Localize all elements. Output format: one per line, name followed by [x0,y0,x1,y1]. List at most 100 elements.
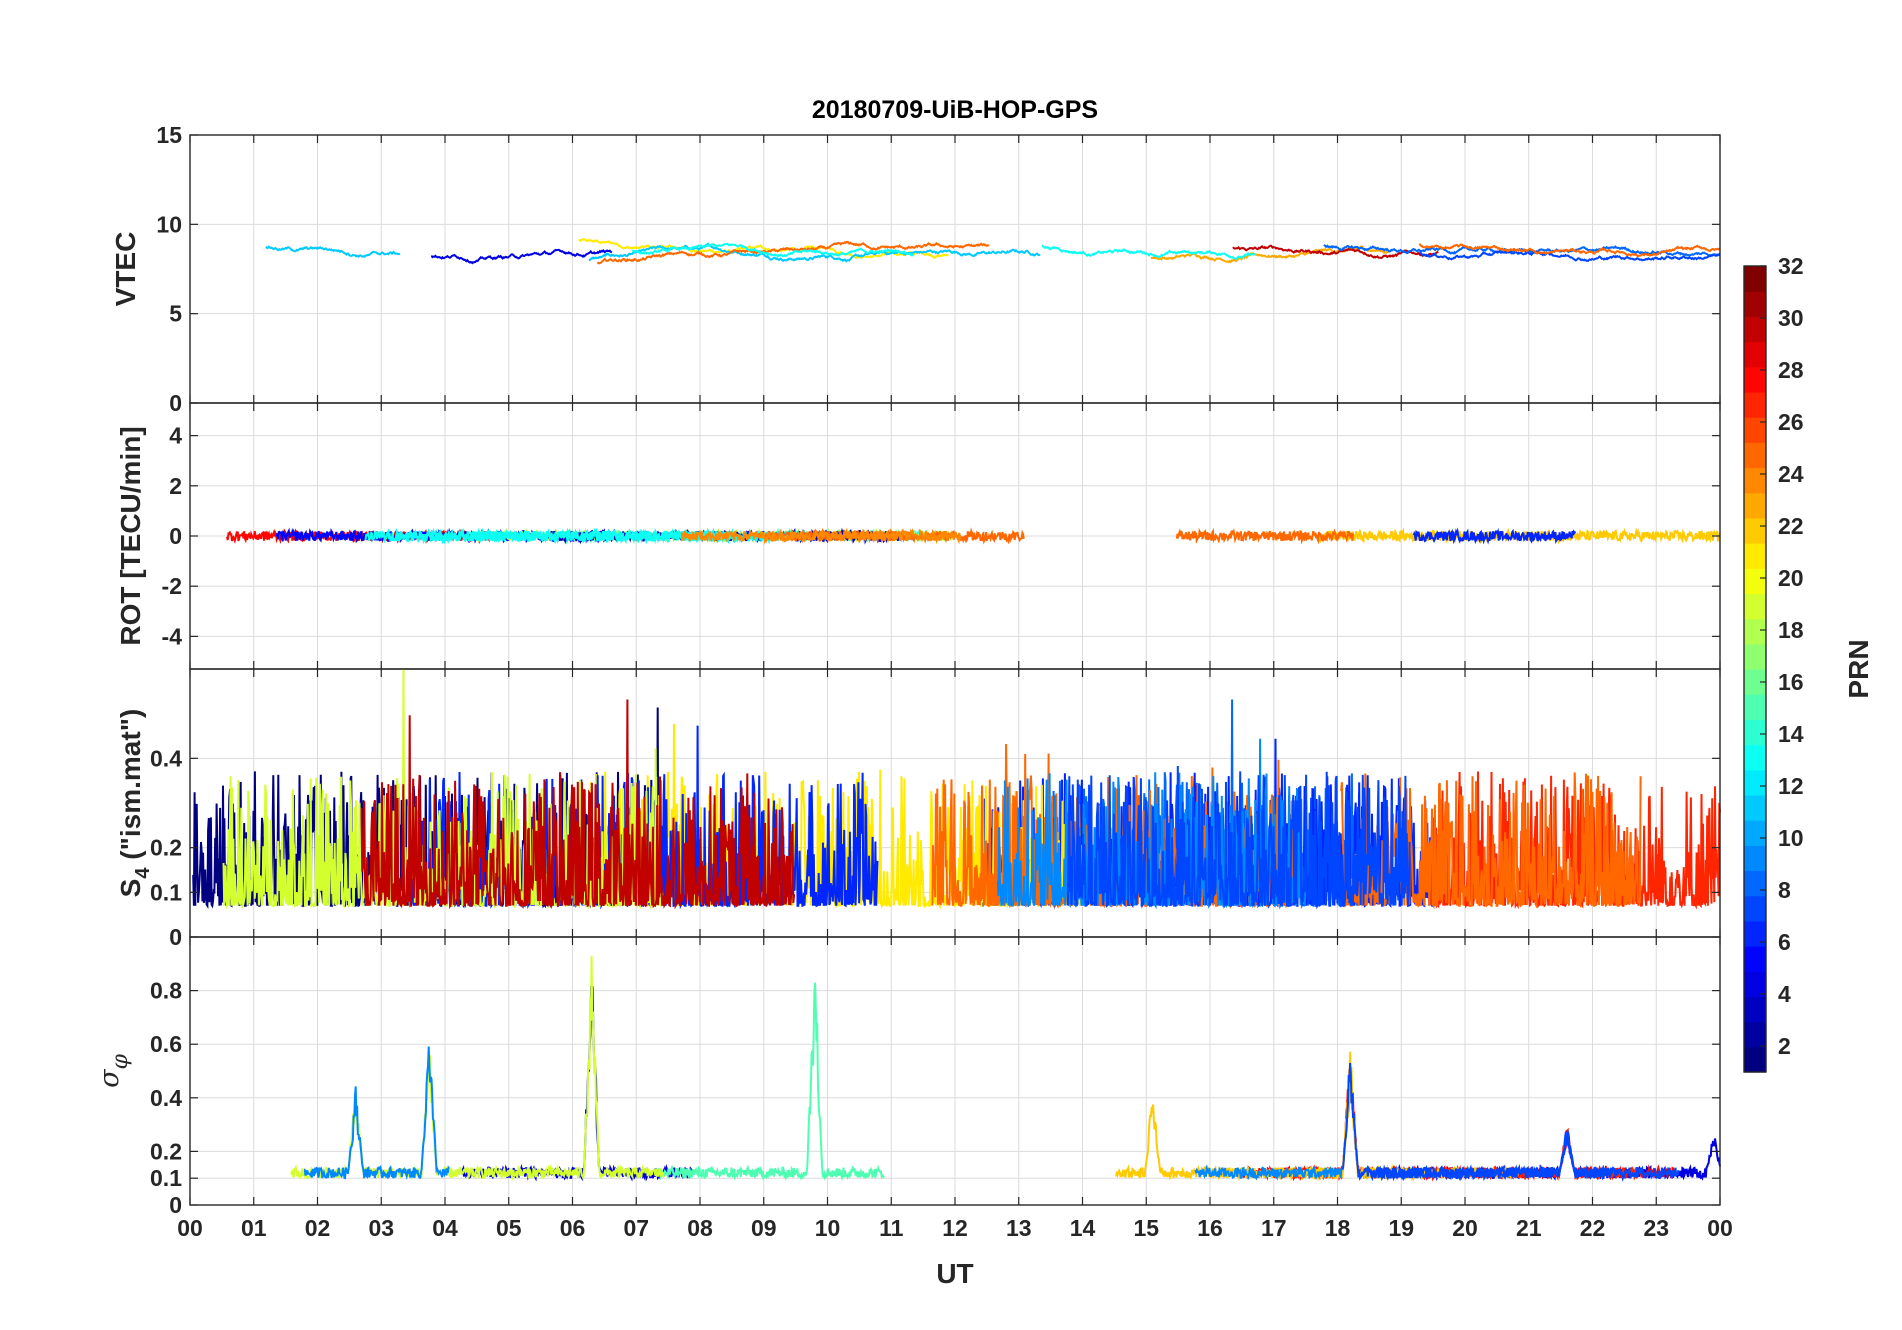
colorbar-swatch [1744,694,1766,720]
x-tick-label: 12 [942,1215,968,1241]
x-tick-label: 04 [432,1215,458,1241]
rot-ylabel: ROT [TECU/min] [115,426,146,645]
colorbar-tick-label: 12 [1778,773,1804,799]
prn-series-line [588,242,1041,263]
y-tick-label: 15 [156,122,182,148]
prn-series-line [1115,1067,1422,1181]
prn-series-line [1341,1062,1680,1182]
x-tick-label: 00 [1707,1215,1733,1241]
prn-series-line [1066,765,1411,909]
y-tick-label: 10 [156,211,182,237]
colorbar-tick-label: 2 [1778,1033,1791,1059]
y-tick-label: 0.1 [150,1165,182,1191]
s4-ylabel-suffix: ("ism.mat") [115,709,146,868]
y-tick-label: 0.4 [150,1085,182,1111]
colorbar-swatch [1744,417,1766,443]
colorbar-swatch [1744,1046,1766,1073]
x-tick-label: 09 [751,1215,777,1241]
colorbar-swatch [1744,870,1766,897]
colorbar-swatch [1744,366,1766,393]
prn-series-line [1418,243,1720,258]
colorbar-tick-label: 26 [1778,409,1804,435]
chart-title: 20180709-UiB-HOP-GPS [812,96,1098,124]
colorbar-swatch [1744,669,1766,695]
colorbar-tick-label: 16 [1778,669,1804,695]
y-tick-label: 0.2 [150,835,182,861]
x-tick-label: 10 [815,1215,841,1241]
x-tick-label: 14 [1070,1215,1096,1241]
colorbar-swatch [1744,820,1766,846]
colorbar-swatch [1744,467,1766,494]
x-tick-label: 08 [687,1215,713,1241]
colorbar-tick-label: 30 [1778,305,1804,331]
colorbar-swatch [1744,517,1766,544]
panel-s4: 0 0.1 0.2 0.4 S4 ("ism.mat") [115,668,1721,950]
colorbar-swatch [1744,895,1766,922]
prn-series-line [1275,1069,1639,1181]
y-tick-label: 0.1 [150,879,182,905]
colorbar-swatch [1744,1021,1766,1048]
colorbar-swatch [1744,618,1766,645]
prn-series-line [631,242,915,258]
colorbar-frame [1743,265,1767,1073]
x-tick-label: 06 [560,1215,586,1241]
colorbar-tick-label: 4 [1778,981,1791,1007]
colorbar-tick-label: 8 [1778,877,1791,903]
prn-series-line [360,699,796,910]
prn-series-line [596,240,990,265]
y-tick-label: 4 [169,423,182,449]
colorbar-tick-label: 32 [1778,253,1804,279]
x-tick-label: 15 [1133,1215,1159,1241]
prn-series-line [290,956,665,1182]
colorbar-swatch [1744,341,1766,368]
prn-series-line [222,668,664,910]
y-tick-label: 0 [169,924,182,950]
y-tick-label: 0 [169,523,182,549]
colorbar-tick-label: 14 [1778,721,1804,747]
colorbar-label: PRN [1843,639,1874,698]
colorbar-swatch [1744,920,1766,947]
prn-series-line [1236,1067,1676,1182]
x-tick-label: 11 [879,1215,904,1241]
x-tick-label: 23 [1643,1215,1669,1241]
colorbar-swatch [1744,543,1766,569]
colorbar-tick-label: 22 [1778,513,1804,539]
x-tick-label: 01 [241,1215,267,1241]
prn-series-line [1419,250,1721,263]
x-tick-label: 13 [1006,1215,1032,1241]
panel-rot: -4 -2 0 2 4 ROT [TECU/min] [115,402,1721,670]
prn-series-line [654,982,885,1181]
x-tick-label: 21 [1516,1215,1542,1241]
x-tick-label: 22 [1580,1215,1606,1241]
sigma-ylabel-main: σ [94,1068,125,1088]
colorbar-swatch [1744,794,1766,821]
panel-vtec: 0 5 10 15 VTEC [110,122,1721,416]
y-tick-label: -2 [162,573,182,599]
colorbar-swatch [1744,744,1766,771]
y-tick-label: 0.2 [150,1138,182,1164]
prn-series-line [680,527,961,545]
colorbar-swatch [1744,568,1766,595]
x-tick-label: 03 [368,1215,394,1241]
y-tick-label: 0 [169,390,182,416]
s4-ylabel-subscript: 4 [132,867,154,879]
colorbar-swatch [1744,291,1766,317]
x-tick-label: 05 [496,1215,522,1241]
prn-series-line [265,245,401,258]
prn-series-line [1194,1164,1343,1181]
x-axis-label: UT [936,1258,973,1289]
colorbar-swatch [1744,643,1766,670]
prn-series-line [1150,245,1390,264]
y-tick-label: 0.4 [150,745,182,771]
y-tick-label: 0.6 [150,1031,182,1057]
colorbar-swatch [1744,492,1766,519]
sigma-ylabel-subscript: φ [108,1053,133,1069]
x-tick-label: 20 [1452,1215,1478,1241]
prn-series-line [1041,244,1257,261]
x-tick-labels: 00 01 02 03 04 05 06 07 08 09 10 11 12 13 14 15 16 17 18 19… [177,1215,1733,1241]
y-tick-label: 2 [169,473,182,499]
colorbar-tick-label: 6 [1778,929,1791,955]
y-tick-label: 5 [169,301,182,327]
vtec-ylabel: VTEC [110,232,141,307]
sigma-ylabel: σφ [94,1053,133,1087]
